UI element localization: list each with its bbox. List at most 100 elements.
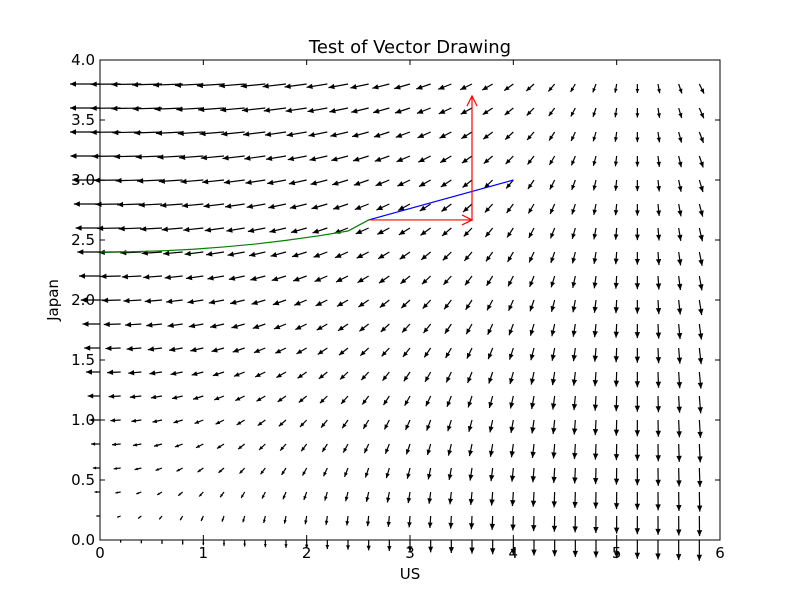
vector-head bbox=[529, 329, 535, 336]
vector-arrow bbox=[488, 419, 494, 433]
vector-head bbox=[318, 374, 325, 379]
vector-arrow bbox=[593, 467, 599, 485]
vector-arrow bbox=[263, 107, 287, 113]
vector-arrow bbox=[614, 107, 618, 118]
vector-head bbox=[242, 519, 245, 523]
vector-head bbox=[510, 499, 516, 507]
vector-head bbox=[655, 307, 662, 315]
vector-head bbox=[87, 393, 94, 399]
vector-head bbox=[592, 331, 598, 338]
vector-head bbox=[143, 274, 150, 280]
vector-head bbox=[89, 417, 95, 423]
vector-arrow bbox=[211, 347, 225, 353]
vector-head bbox=[634, 283, 641, 290]
vector-arrow bbox=[240, 83, 266, 89]
vector-arrow bbox=[346, 540, 350, 550]
vector-arrow bbox=[223, 179, 245, 185]
vector-head bbox=[157, 154, 164, 160]
vector-arrow bbox=[549, 179, 556, 190]
vector-arrow bbox=[675, 540, 682, 561]
vector-arrow bbox=[340, 395, 349, 405]
vector-arrow bbox=[216, 443, 225, 449]
vector-head bbox=[549, 135, 554, 141]
vector-arrow bbox=[155, 130, 183, 136]
vector-arrow bbox=[551, 419, 557, 435]
vector-arrow bbox=[364, 467, 370, 478]
vector-head bbox=[90, 81, 97, 87]
vector-arrow bbox=[465, 299, 473, 311]
vector-arrow bbox=[200, 515, 204, 522]
vector-head bbox=[159, 517, 162, 520]
vector-head bbox=[464, 255, 470, 261]
vector-head bbox=[488, 377, 493, 384]
vector-head bbox=[572, 477, 578, 484]
vector-arrow bbox=[208, 299, 225, 305]
vector-head bbox=[256, 397, 262, 402]
vector-arrow bbox=[462, 203, 473, 213]
vector-head bbox=[386, 521, 391, 527]
vector-head bbox=[75, 225, 82, 231]
vector-arrow bbox=[572, 443, 578, 460]
vector-arrow bbox=[379, 299, 390, 308]
vector-head bbox=[571, 257, 577, 264]
vector-arrow bbox=[395, 131, 411, 138]
vector-arrow bbox=[147, 346, 163, 352]
vector-head bbox=[211, 347, 218, 353]
vector-head bbox=[592, 282, 598, 289]
vector-head bbox=[267, 179, 274, 186]
vector-arrow bbox=[177, 491, 184, 497]
vector-arrow bbox=[527, 179, 535, 190]
vector-arrow bbox=[290, 227, 307, 234]
vector-head bbox=[262, 83, 269, 89]
vector-arrow bbox=[697, 323, 704, 340]
vector-head bbox=[270, 252, 278, 258]
vector-arrow bbox=[306, 83, 328, 90]
vector-head bbox=[292, 252, 299, 258]
y-tick-label: 3.0 bbox=[71, 171, 95, 189]
vector-arrow bbox=[161, 540, 163, 544]
vector-head bbox=[656, 161, 661, 167]
vector-head bbox=[294, 300, 301, 306]
vector-arrow bbox=[303, 491, 308, 501]
vector-head bbox=[221, 131, 228, 137]
vector-arrow bbox=[350, 83, 369, 90]
vector-head bbox=[696, 505, 703, 512]
vector-arrow bbox=[137, 515, 142, 519]
vector-head bbox=[180, 178, 187, 185]
vector-arrow bbox=[263, 540, 267, 548]
vector-head bbox=[157, 492, 160, 495]
vector-arrow bbox=[420, 251, 432, 261]
vector-arrow bbox=[446, 395, 452, 408]
vector-head bbox=[398, 229, 406, 235]
vector-head bbox=[592, 453, 599, 460]
vector-arrow bbox=[486, 275, 494, 287]
vector-head bbox=[385, 448, 390, 454]
vector-arrow bbox=[250, 275, 266, 282]
vector-arrow bbox=[176, 106, 204, 112]
vector-arrow bbox=[277, 395, 287, 403]
vector-head bbox=[338, 325, 344, 331]
vector-arrow bbox=[551, 443, 557, 459]
vector-head bbox=[613, 137, 618, 142]
vector-head bbox=[70, 105, 76, 111]
vector-arrow bbox=[445, 347, 452, 359]
vector-arrow bbox=[529, 299, 535, 312]
vector-head bbox=[613, 282, 619, 289]
vector-arrow bbox=[634, 299, 641, 314]
vector-arrow bbox=[235, 395, 245, 402]
vector-head bbox=[111, 105, 118, 112]
vector-head bbox=[218, 469, 222, 473]
vector-head bbox=[197, 469, 201, 473]
vector-arrow bbox=[91, 442, 100, 446]
vector-head bbox=[593, 527, 599, 534]
vector-head bbox=[613, 503, 620, 510]
vector-arrow bbox=[405, 419, 411, 431]
vector-head bbox=[200, 154, 208, 161]
vector-arrow bbox=[279, 443, 287, 452]
vector-head bbox=[442, 254, 449, 261]
vector-head bbox=[228, 275, 236, 281]
vector-head bbox=[208, 299, 216, 305]
vector-head bbox=[447, 474, 453, 480]
vector-arrow bbox=[613, 275, 619, 289]
vector-head bbox=[264, 131, 272, 137]
